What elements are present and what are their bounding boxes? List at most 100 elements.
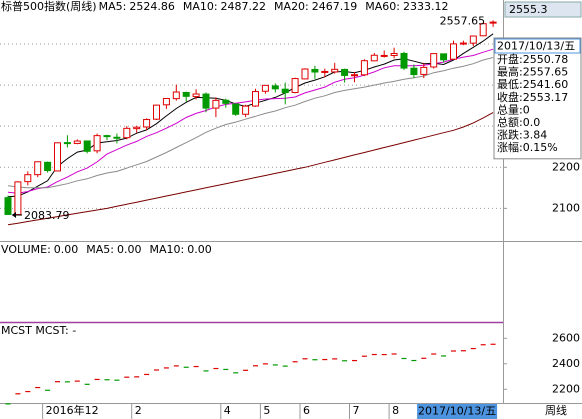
volume-legend-name: MA10: (150, 243, 185, 256)
candle-body (143, 119, 151, 128)
candle-body (24, 174, 32, 183)
x-tick-label: 7 (353, 404, 360, 417)
candle-body (390, 52, 398, 56)
candle-body (301, 68, 309, 80)
x-tick-label: 2016年12 (46, 403, 99, 417)
candle-body (331, 68, 339, 73)
legend-name: MA20: (274, 0, 309, 13)
candle-body (410, 67, 418, 76)
low-annotation: 2083.79 (24, 209, 70, 222)
low-arrow-head (12, 212, 16, 219)
candle-body (192, 93, 200, 98)
y-tick-label: 2100 (552, 201, 580, 214)
candle-body (489, 21, 497, 24)
candle-body (73, 140, 81, 144)
candle-body (212, 99, 220, 109)
tooltip-value: 3.84 (523, 129, 548, 142)
candle-body (123, 127, 131, 139)
ma-line (7, 112, 494, 226)
volume-legend-name: VOLUME: (1, 243, 51, 256)
cursor-label: 2017/10/13/五 (418, 405, 496, 418)
y-tick-label: 2200 (552, 160, 580, 173)
mcst-title: MCST MCST: - (1, 324, 76, 337)
last-price-label: 2555.3 (509, 3, 548, 16)
tooltip-title: 2017/10/13/五 (497, 40, 575, 53)
legend-name: MA5: (99, 0, 127, 13)
mcst-y-tick-label: 2400 (552, 357, 580, 370)
tooltip-value: 2557.65 (523, 66, 569, 79)
x-tick-label: 5 (263, 404, 270, 417)
candle-body (54, 142, 61, 172)
volume-legend-value: 0.00 (187, 243, 212, 256)
tooltip-label: 开盘: (497, 52, 523, 66)
tooltip-label: 收盘: (497, 90, 523, 104)
tooltip-box (493, 37, 582, 160)
candle-body (113, 136, 121, 139)
candle-body (232, 103, 240, 115)
legend-value: 2487.22 (221, 0, 267, 13)
candle-body (182, 91, 190, 97)
legend-value: 2333.12 (403, 0, 449, 13)
candle-body (93, 135, 101, 152)
ma-line (7, 48, 494, 194)
candle-body (133, 126, 141, 130)
tooltip-label: 最低: (497, 78, 523, 91)
candle-body (430, 53, 438, 68)
candle-body (271, 85, 279, 90)
tooltip-title-box (494, 38, 581, 54)
legend-name: MA60: (365, 0, 400, 13)
ma-line (7, 57, 494, 189)
candle-body (281, 88, 289, 94)
volume-legend-name: MA5: (86, 243, 114, 256)
tooltip-label: 涨幅: (497, 141, 523, 154)
legend-value: 2524.86 (129, 0, 175, 13)
candle-body (311, 68, 319, 73)
x-tick-label: 4 (224, 404, 231, 417)
tooltip-label: 总量: (497, 102, 523, 116)
candle-body (44, 161, 52, 172)
candle-body (103, 135, 111, 138)
tooltip-value: 0 (523, 103, 530, 116)
candle-body (341, 68, 349, 76)
candle-body (252, 91, 259, 107)
candle-body (291, 78, 299, 93)
candle-body (222, 99, 230, 104)
candle-body (242, 105, 250, 115)
candle-body (162, 97, 170, 106)
candle-body (420, 66, 428, 75)
candle-body (63, 142, 71, 145)
cursor-label-box (417, 404, 498, 419)
candle-body (4, 197, 12, 215)
candle-body (440, 53, 448, 61)
period-label: 周线 (545, 403, 567, 417)
candle-body (202, 93, 210, 109)
tooltip-value: 0.15% (523, 141, 558, 154)
candle-body (321, 70, 329, 73)
candle-body (370, 54, 378, 62)
candle-body (261, 84, 269, 92)
tooltip-value: 2553.17 (523, 91, 569, 104)
last-price-box (504, 1, 582, 18)
volume-legend-value: 0.00 (117, 243, 142, 256)
tooltip-label: 总额: (497, 115, 523, 129)
candle-body (360, 60, 368, 76)
tooltip-value: 0.0 (523, 116, 541, 129)
candle-body (450, 43, 457, 60)
high-annotation: 2557.65 (440, 14, 486, 27)
candle-body (459, 42, 467, 45)
mcst-y-tick-label: 2200 (552, 382, 580, 395)
volume-legend-value: 0.00 (54, 243, 79, 256)
candle-body (351, 74, 358, 77)
candle-body (400, 52, 408, 69)
legend-name: MA10: (183, 0, 218, 13)
tooltip-label: 涨跌: (497, 128, 523, 142)
candle-body (469, 35, 477, 44)
candle-body (83, 140, 91, 152)
x-tick-label: 2 (135, 404, 142, 417)
candle-body (479, 23, 487, 37)
mcst-y-tick-label: 2600 (552, 331, 580, 344)
legend-value: 2467.19 (312, 0, 358, 13)
